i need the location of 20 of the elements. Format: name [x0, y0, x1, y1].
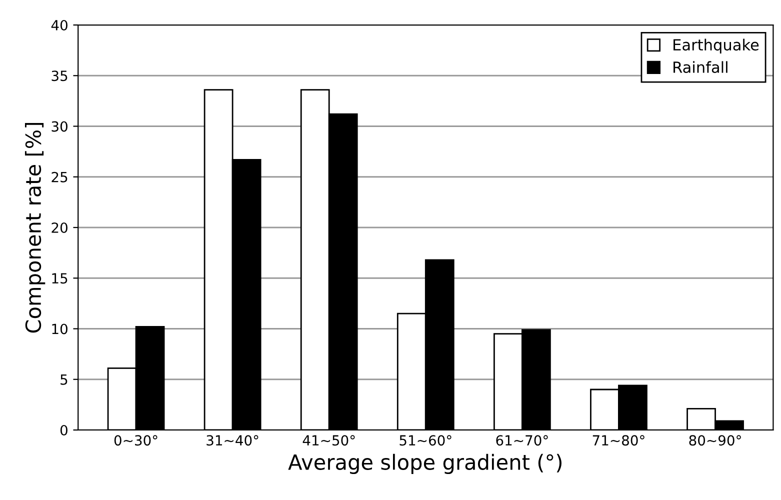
y-tick-label: 35 — [52, 70, 68, 82]
x-tick-label: 71~80° — [592, 435, 644, 446]
y-tick-label: 30 — [52, 121, 68, 132]
y-axis-title: Component rate [%] — [24, 123, 46, 333]
legend-label: Rainfall — [674, 61, 728, 73]
x-tick-label: 61~70° — [496, 435, 548, 446]
x-tick-label: 31~40° — [206, 435, 258, 446]
y-tick-label: 40 — [51, 20, 68, 30]
x-tick-label: 41~50° — [302, 435, 355, 446]
x-tick-label: 0~30° — [114, 435, 158, 446]
legend-label: Earthquake — [674, 38, 759, 54]
y-tick-label: 5 — [60, 374, 68, 385]
y-tick-label: 0 — [60, 424, 68, 436]
y-tick-label: 20 — [52, 222, 68, 233]
x-tick-label: 80~90° — [689, 435, 741, 446]
y-tick-label: 10 — [52, 324, 68, 334]
x-tick-label: 51~60° — [400, 435, 452, 446]
y-tick-label: 15 — [52, 273, 68, 284]
y-tick-label: 25 — [52, 172, 68, 182]
x-axis-title: Average slope gradient (°) — [288, 454, 562, 474]
